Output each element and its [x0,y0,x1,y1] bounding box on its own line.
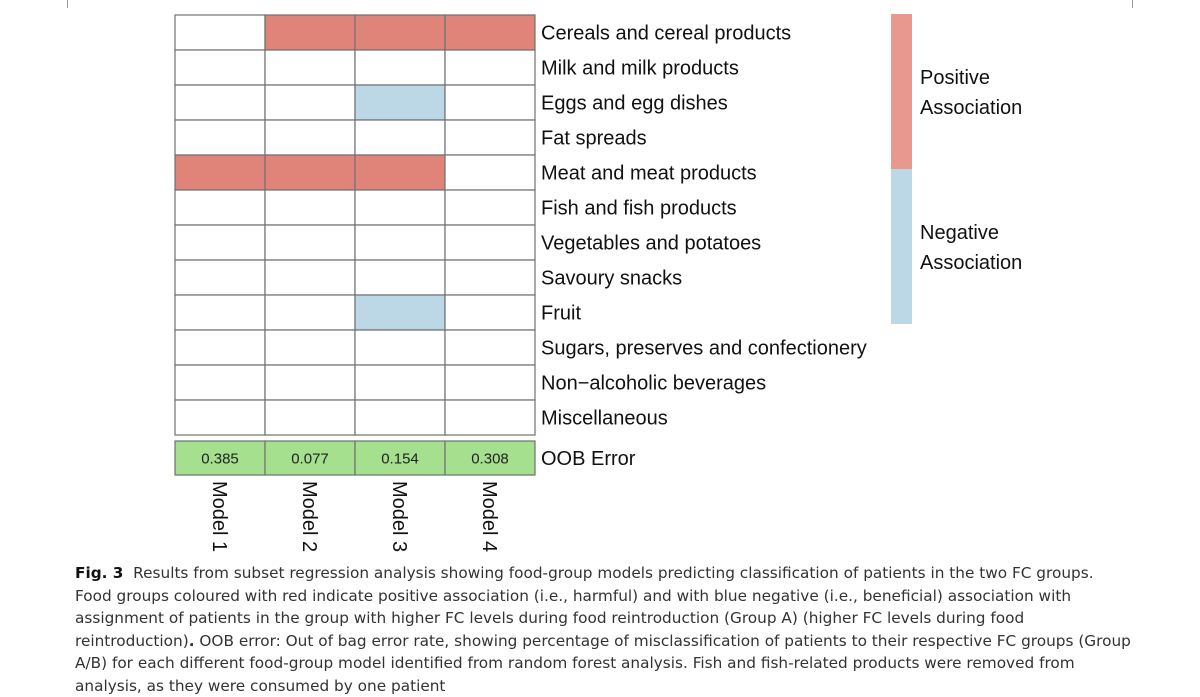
heatmap-cell [264,84,356,121]
heatmap-cell [354,399,446,436]
heatmap-cell [264,294,356,331]
model-label: Model 3 [388,481,410,552]
heatmap-cell [354,189,446,226]
heatmap-cell [354,14,446,51]
food-group-label: Vegetables and potatoes [541,233,761,255]
model-label: Model 4 [478,481,500,552]
food-group-labels: Cereals and cereal products Milk and milk… [541,23,867,430]
caption-text: Results from subset regression analysis … [75,564,1094,650]
oob-error-value: 0.308 [471,451,509,468]
heatmap-cell [444,49,536,86]
model-labels: Model 1 Model 2 Model 3 Model 4 [208,481,500,552]
food-group-label: Eggs and egg dishes [541,93,728,115]
heatmap-cell [264,224,356,261]
heatmap-cell [174,189,266,226]
oob-error-label: OOB Error [541,448,636,470]
food-group-label: Meat and meat products [541,163,757,185]
oob-error-value: 0.385 [201,451,239,468]
legend-positive-label: Positive [920,67,990,89]
heatmap-cell [174,154,266,191]
model-label: Model 1 [208,481,230,552]
oob-error-cell [444,440,536,476]
food-group-label: Milk and milk products [541,58,739,80]
oob-error-cell [354,440,446,476]
heatmap-cells [174,14,536,436]
legend-negative-label: Negative [920,222,999,244]
page-edge-mark-left [67,0,68,8]
heatmap-cell [354,329,446,366]
heatmap-cell [444,399,536,436]
heatmap-cell [354,154,446,191]
heatmap-cell [174,259,266,296]
heatmap-cell [354,294,446,331]
caption-text-oob: OOB error: Out of bag error rate, showin… [75,631,1131,695]
oob-error-cell [174,440,266,476]
food-group-label: Sugars, preserves and confectionery [541,338,867,360]
heatmap-cell [444,84,536,121]
heatmap-cell [444,189,536,226]
heatmap-cell [444,329,536,366]
heatmap-cell [264,14,356,51]
heatmap-cell [174,364,266,401]
heatmap-cell [354,224,446,261]
page-edge-mark-right [1132,0,1133,8]
heatmap-cell [174,84,266,121]
food-group-label: Fruit [541,303,581,325]
food-group-label: Fish and fish products [541,198,737,220]
heatmap-cell [264,189,356,226]
heatmap-cell [354,259,446,296]
heatmap-cell [264,154,356,191]
oob-error-row: 0.385 0.077 0.154 0.308 OOB Error [174,440,636,476]
heatmap-cell [174,399,266,436]
heatmap-cell [174,294,266,331]
heatmap-cell [354,49,446,86]
heatmap-cell [264,259,356,296]
legend-positive-label: Association [920,97,1022,119]
heatmap-cell [174,119,266,156]
heatmap-cell [264,329,356,366]
heatmap-cell [174,14,266,51]
legend-negative-label: Association [920,252,1022,274]
heatmap-cell [264,364,356,401]
caption-period: . [188,631,195,650]
heatmap-cell [444,119,536,156]
heatmap-cell [264,119,356,156]
heatmap-cell [354,84,446,121]
heatmap-cell [174,49,266,86]
oob-error-value: 0.154 [381,451,419,468]
heatmap-cell [174,224,266,261]
food-group-label: Savoury snacks [541,268,682,290]
heatmap-cell [444,14,536,51]
heatmap-cell [264,49,356,86]
legend-negative-swatch [891,169,912,324]
heatmap-cell [354,364,446,401]
heatmap-cell [444,224,536,261]
caption-figure-label: Fig. 3 [75,564,124,582]
food-group-heatmap: Cereals and cereal products Milk and milk… [174,14,1022,552]
food-group-label: Cereals and cereal products [541,23,791,45]
model-label: Model 2 [298,481,320,552]
heatmap-cell [174,329,266,366]
food-group-label: Fat spreads [541,128,647,150]
heatmap-cell [444,294,536,331]
heatmap-cell [354,119,446,156]
food-group-label: Miscellaneous [541,408,668,430]
food-group-label: Non−alcoholic beverages [541,373,766,395]
heatmap-cell [444,364,536,401]
legend-positive-swatch [891,14,912,169]
heatmap-cell [444,259,536,296]
oob-error-cell [264,440,356,476]
heatmap-cell [444,154,536,191]
oob-error-value: 0.077 [291,451,329,468]
heatmap-cell [264,399,356,436]
legend: Positive Association Negative Association [891,14,1022,324]
figure-caption: Fig. 3 Results from subset regression an… [75,562,1135,697]
